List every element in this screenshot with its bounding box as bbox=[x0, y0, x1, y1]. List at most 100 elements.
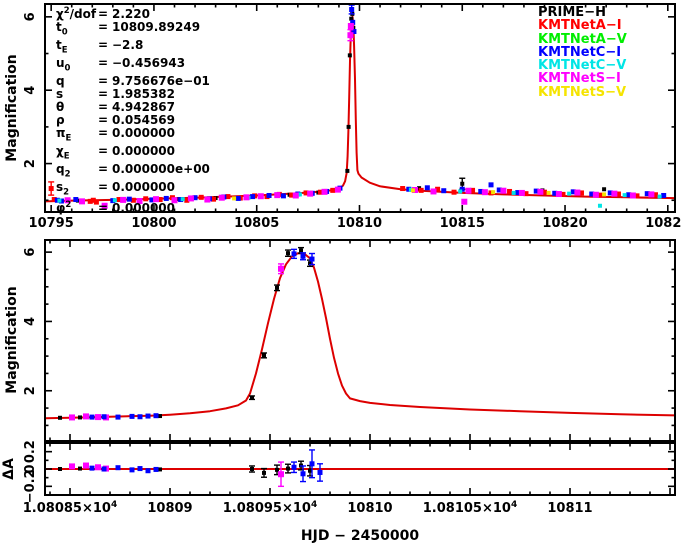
data-point bbox=[652, 192, 658, 198]
data-point bbox=[644, 191, 650, 197]
data-point bbox=[143, 196, 149, 202]
data-point bbox=[592, 191, 599, 198]
data-point bbox=[58, 467, 62, 471]
model-curve bbox=[45, 252, 675, 420]
data-point bbox=[347, 32, 354, 39]
data-point bbox=[406, 186, 412, 192]
series-KMTNetS−I bbox=[64, 23, 655, 209]
legend-item: KMTNetC−V bbox=[538, 58, 627, 74]
data-point bbox=[523, 191, 529, 197]
data-point bbox=[101, 414, 107, 420]
data-point bbox=[262, 353, 266, 358]
data-point bbox=[152, 196, 159, 203]
data-point bbox=[560, 191, 566, 197]
data-point bbox=[597, 192, 603, 198]
data-point bbox=[299, 248, 303, 253]
data-point bbox=[488, 182, 494, 188]
data-point bbox=[286, 466, 290, 471]
x-tick-label: 10811 bbox=[547, 501, 592, 516]
data-point bbox=[129, 413, 135, 419]
data-point bbox=[308, 261, 312, 266]
magnification-axis-title-zoom: Magnification bbox=[4, 286, 20, 394]
data-point bbox=[126, 196, 132, 202]
param-line: χE = 0.000000 bbox=[56, 143, 176, 162]
data-point bbox=[491, 190, 496, 195]
series-KMTNetC−I bbox=[89, 449, 323, 483]
data-point bbox=[149, 197, 155, 203]
legend-item: KMTNetS−V bbox=[538, 84, 627, 100]
full-lightcurve-panel: 10795 10800 10805 10810 10815 10820 10825 2 4 6 bbox=[23, 3, 681, 231]
data-point bbox=[58, 415, 62, 420]
data-point bbox=[461, 198, 468, 205]
param-line: s2 = 0.000000 bbox=[56, 180, 176, 198]
data-point bbox=[546, 190, 551, 195]
delta-a-axis-title: ΔA bbox=[1, 458, 17, 480]
y-tick-label: 2 bbox=[23, 159, 38, 168]
data-point bbox=[115, 414, 121, 420]
data-point bbox=[90, 197, 96, 203]
data-point bbox=[178, 197, 184, 203]
data-point bbox=[515, 190, 521, 196]
data-point bbox=[93, 199, 99, 205]
legend-item: KMTNetA−I bbox=[538, 18, 622, 34]
plot-area bbox=[45, 246, 675, 421]
data-point bbox=[615, 191, 621, 197]
data-point bbox=[410, 188, 415, 193]
data-point bbox=[129, 467, 135, 473]
data-point bbox=[460, 181, 465, 186]
data-point bbox=[307, 190, 314, 197]
ticks bbox=[45, 240, 675, 441]
data-point bbox=[622, 193, 627, 198]
data-point bbox=[137, 414, 143, 420]
data-point bbox=[441, 188, 447, 194]
y-tick-label: 4 bbox=[23, 86, 38, 95]
data-point bbox=[158, 414, 162, 419]
data-point bbox=[275, 467, 279, 472]
data-point bbox=[218, 194, 225, 201]
param-line: q = 9.756676e−01 bbox=[56, 74, 210, 89]
data-point bbox=[69, 463, 75, 470]
data-point bbox=[58, 198, 64, 204]
data-point bbox=[48, 186, 54, 192]
param-line: u0 = −0.456943 bbox=[56, 56, 186, 74]
data-point bbox=[478, 188, 484, 194]
data-point bbox=[289, 192, 295, 198]
data-point bbox=[400, 186, 406, 192]
data-point bbox=[418, 187, 424, 193]
data-point bbox=[451, 189, 457, 195]
data-point bbox=[69, 414, 75, 421]
data-point bbox=[347, 53, 352, 58]
data-point bbox=[347, 23, 354, 30]
x-tick-label: 1.08095×104 bbox=[223, 500, 317, 516]
data-point bbox=[346, 124, 351, 129]
param-line: q2 = 0.000000e+00 bbox=[56, 161, 210, 180]
data-point bbox=[292, 192, 299, 199]
legend-item: KMTNetC−I bbox=[538, 44, 622, 60]
data-point bbox=[602, 192, 607, 197]
data-point bbox=[465, 187, 472, 194]
y-tick-label: 6 bbox=[23, 248, 38, 257]
data-point bbox=[629, 192, 636, 199]
data-point bbox=[321, 188, 328, 195]
param-line: s = 1.985382 bbox=[56, 87, 176, 102]
data-point bbox=[500, 187, 507, 194]
data-point bbox=[87, 198, 93, 204]
data-point bbox=[57, 198, 62, 203]
data-point bbox=[110, 198, 116, 204]
data-point bbox=[274, 192, 281, 199]
data-point bbox=[589, 191, 595, 197]
data-point bbox=[578, 190, 584, 196]
legend-item: KMTNetA−V bbox=[538, 31, 627, 47]
x-axis-title: HJD − 2450000 bbox=[300, 528, 420, 544]
data-point bbox=[351, 29, 357, 35]
data-point bbox=[291, 464, 297, 470]
data-point bbox=[78, 415, 82, 420]
param-line: θ = 4.942867 bbox=[56, 99, 176, 114]
data-point bbox=[115, 465, 121, 471]
data-point bbox=[481, 189, 488, 196]
data-point bbox=[470, 187, 476, 193]
data-point bbox=[303, 190, 309, 196]
data-point bbox=[537, 188, 544, 195]
data-point bbox=[262, 470, 266, 475]
